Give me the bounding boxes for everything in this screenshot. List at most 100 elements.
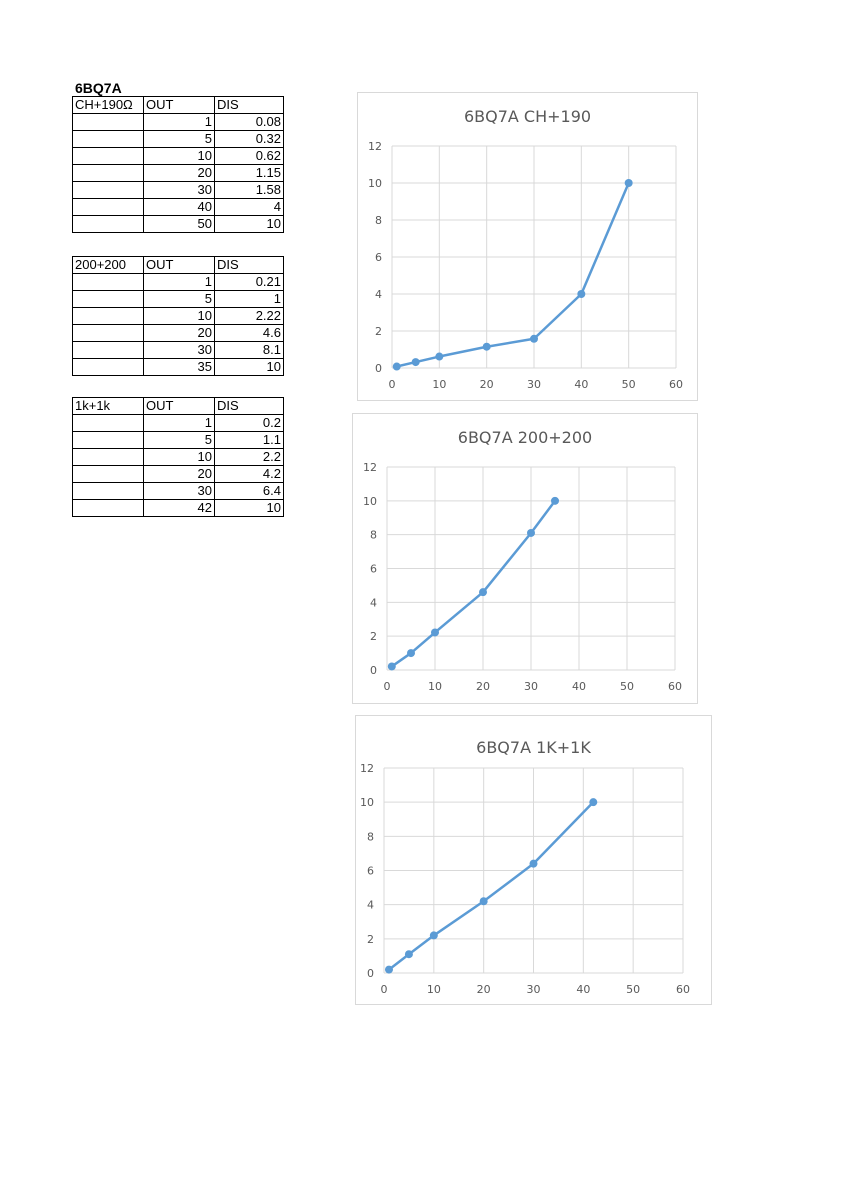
table-header-cell: 200+200 <box>72 256 144 274</box>
data-point <box>387 662 396 671</box>
table-cell <box>72 164 144 182</box>
y-tick-label: 8 <box>375 214 382 227</box>
table-cell <box>72 499 144 517</box>
data-point <box>479 897 488 906</box>
data-point <box>404 950 413 959</box>
table-row: 35 10 <box>72 358 284 376</box>
table-cell: 10 <box>143 448 215 466</box>
y-tick-label: 2 <box>375 325 382 338</box>
x-tick-label: 0 <box>389 378 396 391</box>
y-tick-label: 12 <box>368 140 382 153</box>
data-point <box>551 496 559 505</box>
table-cell <box>72 130 144 148</box>
table-cell: 4.2 <box>214 465 284 483</box>
table-cell: 20 <box>143 465 215 483</box>
table-cell: 40 <box>143 198 215 216</box>
table-header-cell: 1k+1k <box>72 397 144 415</box>
table-row: 20 4.6 <box>72 324 284 342</box>
y-tick-label: 6 <box>367 865 374 878</box>
data-table-200-200: 200+200 OUT DIS 1 0.21 5 1 10 2.22 20 4.6 30 8.1 35 10 <box>72 256 284 376</box>
table-header-cell: OUT <box>143 96 215 114</box>
data-point <box>411 358 420 367</box>
y-tick-label: 2 <box>367 933 374 946</box>
chart-plot: 0 2 4 6 8 10 12 0 10 20 30 40 50 60 <box>360 762 690 996</box>
y-tick-label: 8 <box>367 830 374 843</box>
x-tick-label: 50 <box>622 378 636 391</box>
table-cell: 0.21 <box>214 273 284 291</box>
x-tick-label: 60 <box>668 680 682 693</box>
table-cell <box>72 147 144 165</box>
data-point <box>577 290 586 298</box>
chart-title: 6BQ7A 200+200 <box>457 428 593 447</box>
table-cell: 5 <box>143 290 215 308</box>
table-row: 1 0.21 <box>72 273 284 291</box>
table-cell <box>72 307 144 325</box>
table-cell: 30 <box>143 482 215 500</box>
y-tick-label: 6 <box>375 251 382 264</box>
data-point <box>624 179 633 187</box>
x-tick-label: 10 <box>428 680 442 693</box>
table-row: 20 4.2 <box>72 465 284 483</box>
table-row: 10 0.62 <box>72 147 284 165</box>
y-tick-label: 0 <box>375 362 382 375</box>
x-tick-label: 40 <box>572 680 586 693</box>
data-point <box>482 342 491 351</box>
y-tick-label: 0 <box>367 967 374 980</box>
y-tick-label: 0 <box>370 664 377 677</box>
table-header-cell: CH+190Ω <box>72 96 144 114</box>
table-cell <box>72 358 144 376</box>
table-row: 20 1.15 <box>72 164 284 182</box>
table-row: 1 0.2 <box>72 414 284 432</box>
table-cell: 20 <box>143 324 215 342</box>
table-cell: 10 <box>214 358 284 376</box>
x-tick-label: 0 <box>384 680 391 693</box>
table-row: 10 2.22 <box>72 307 284 325</box>
table-cell: 0.08 <box>214 113 284 131</box>
table-cell <box>72 482 144 500</box>
table-header-row: 1k+1k OUT DIS <box>72 397 284 415</box>
table-cell <box>72 324 144 342</box>
table-header-cell: OUT <box>143 397 215 415</box>
y-tick-label: 10 <box>360 796 374 809</box>
table-row: 5 0.32 <box>72 130 284 148</box>
chart-1k-1k: 6BQ7A 1K+1K 0 2 4 6 8 10 12 0 10 20 30 40 50 60 <box>355 715 712 1005</box>
data-point <box>392 362 401 371</box>
x-tick-label: 20 <box>476 680 490 693</box>
table-cell: 10 <box>143 307 215 325</box>
table-cell: 4.6 <box>214 324 284 342</box>
table-cell: 2.2 <box>214 448 284 466</box>
x-tick-label: 50 <box>626 983 640 996</box>
table-row: 5 1.1 <box>72 431 284 449</box>
table-cell: 1 <box>214 290 284 308</box>
table-cell <box>72 465 144 483</box>
y-tick-label: 10 <box>363 495 377 508</box>
table-row: 30 6.4 <box>72 482 284 500</box>
data-point <box>384 965 393 974</box>
table-cell: 35 <box>143 358 215 376</box>
y-tick-label: 4 <box>375 288 382 301</box>
table-cell <box>72 341 144 359</box>
data-table-1k-1k: 1k+1k OUT DIS 1 0.2 5 1.1 10 2.2 20 4.2 30 6.4 42 10 <box>72 397 284 517</box>
sheet-title: 6BQ7A <box>75 80 122 96</box>
table-cell: 8.1 <box>214 341 284 359</box>
data-table-ch190: CH+190Ω OUT DIS 1 0.08 5 0.32 10 0.62 20 1.15 30 1.5… <box>72 96 284 233</box>
table-cell <box>72 290 144 308</box>
table-cell: 0.32 <box>214 130 284 148</box>
table-row: 42 10 <box>72 499 284 517</box>
x-tick-label: 10 <box>432 378 446 391</box>
table-cell <box>72 431 144 449</box>
x-tick-label: 0 <box>381 983 388 996</box>
data-point <box>429 931 438 940</box>
data-point <box>431 628 439 637</box>
data-point <box>435 352 444 361</box>
table-cell: 0.2 <box>214 414 284 432</box>
table-cell: 5 <box>143 130 215 148</box>
data-point <box>527 528 535 537</box>
x-tick-label: 30 <box>527 983 541 996</box>
y-tick-label: 4 <box>367 899 374 912</box>
table-cell <box>72 198 144 216</box>
x-tick-label: 20 <box>480 378 494 391</box>
chart-plot: 0 2 4 6 8 10 12 0 10 20 30 40 50 60 <box>363 461 682 693</box>
table-cell: 10 <box>214 215 284 233</box>
table-header-cell: DIS <box>214 96 284 114</box>
